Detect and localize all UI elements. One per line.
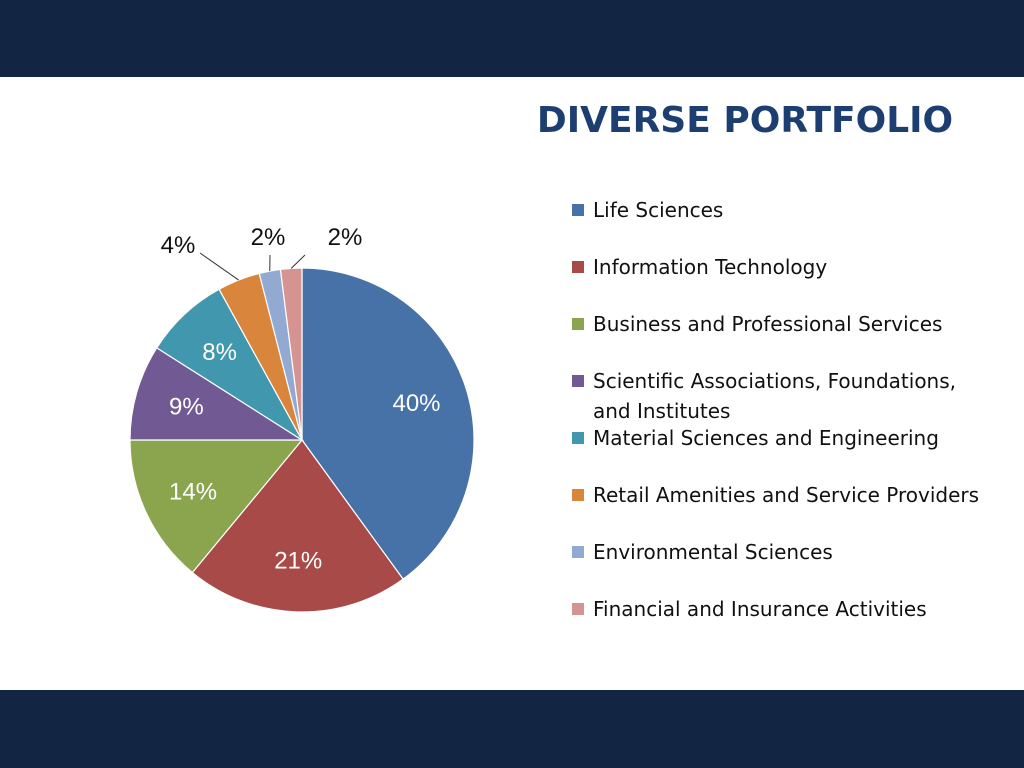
legend-item: Retail Amenities and Service Providers bbox=[570, 480, 990, 537]
chart-legend: Life Sciences Information Technology Busin… bbox=[570, 195, 990, 651]
slice-label-3: 14% bbox=[169, 478, 217, 505]
legend-item: Scientific Associations, Foundations, an… bbox=[570, 366, 990, 423]
leader-line-6 bbox=[199, 252, 239, 281]
legend-swatch bbox=[572, 546, 584, 558]
legend-label: Financial and Insurance Activities bbox=[593, 597, 927, 621]
slice-label-4: 9% bbox=[169, 393, 204, 420]
legend-item: Financial and Insurance Activities bbox=[570, 594, 990, 651]
legend-item: Information Technology bbox=[570, 252, 990, 309]
pie-slice-1 bbox=[301, 267, 475, 580]
legend-label: Retail Amenities and Service Providers bbox=[593, 483, 980, 507]
top-banner bbox=[0, 0, 1024, 77]
slice-label-1: 40% bbox=[392, 390, 440, 417]
legend-item: Business and Professional Services bbox=[570, 309, 990, 366]
legend-swatch bbox=[572, 432, 584, 444]
slice-label-5: 8% bbox=[202, 339, 237, 366]
legend-item: Environmental Sciences bbox=[570, 537, 990, 594]
pie-slice-4 bbox=[129, 347, 305, 441]
slide-title: DIVERSE PORTFOLIO bbox=[536, 100, 954, 141]
legend-label: Material Sciences and Engineering bbox=[593, 426, 939, 450]
pie-slice-3 bbox=[129, 439, 304, 574]
slice-label-6: 4% bbox=[161, 232, 196, 259]
legend-swatch bbox=[572, 375, 584, 387]
bottom-banner bbox=[0, 690, 1024, 768]
legend-swatch bbox=[572, 603, 584, 615]
legend-swatch bbox=[572, 318, 584, 330]
legend-label: Scientific Associations, Foundations, an… bbox=[593, 369, 957, 423]
legend-label: Business and Professional Services bbox=[593, 312, 943, 336]
legend-label: Environmental Sciences bbox=[593, 540, 833, 564]
slice-label-2: 21% bbox=[274, 547, 322, 574]
legend-swatch bbox=[572, 261, 584, 273]
slice-label-8: 2% bbox=[328, 224, 363, 251]
leader-line-8 bbox=[290, 254, 306, 269]
legend-item: Material Sciences and Engineering bbox=[570, 423, 990, 480]
legend-item: Life Sciences bbox=[570, 195, 990, 252]
pie-slice-2 bbox=[191, 439, 404, 613]
legend-label: Life Sciences bbox=[593, 198, 724, 222]
slice-label-7: 2% bbox=[251, 224, 286, 251]
legend-swatch bbox=[572, 204, 584, 216]
legend-label: Information Technology bbox=[593, 255, 828, 279]
legend-swatch bbox=[572, 489, 584, 501]
